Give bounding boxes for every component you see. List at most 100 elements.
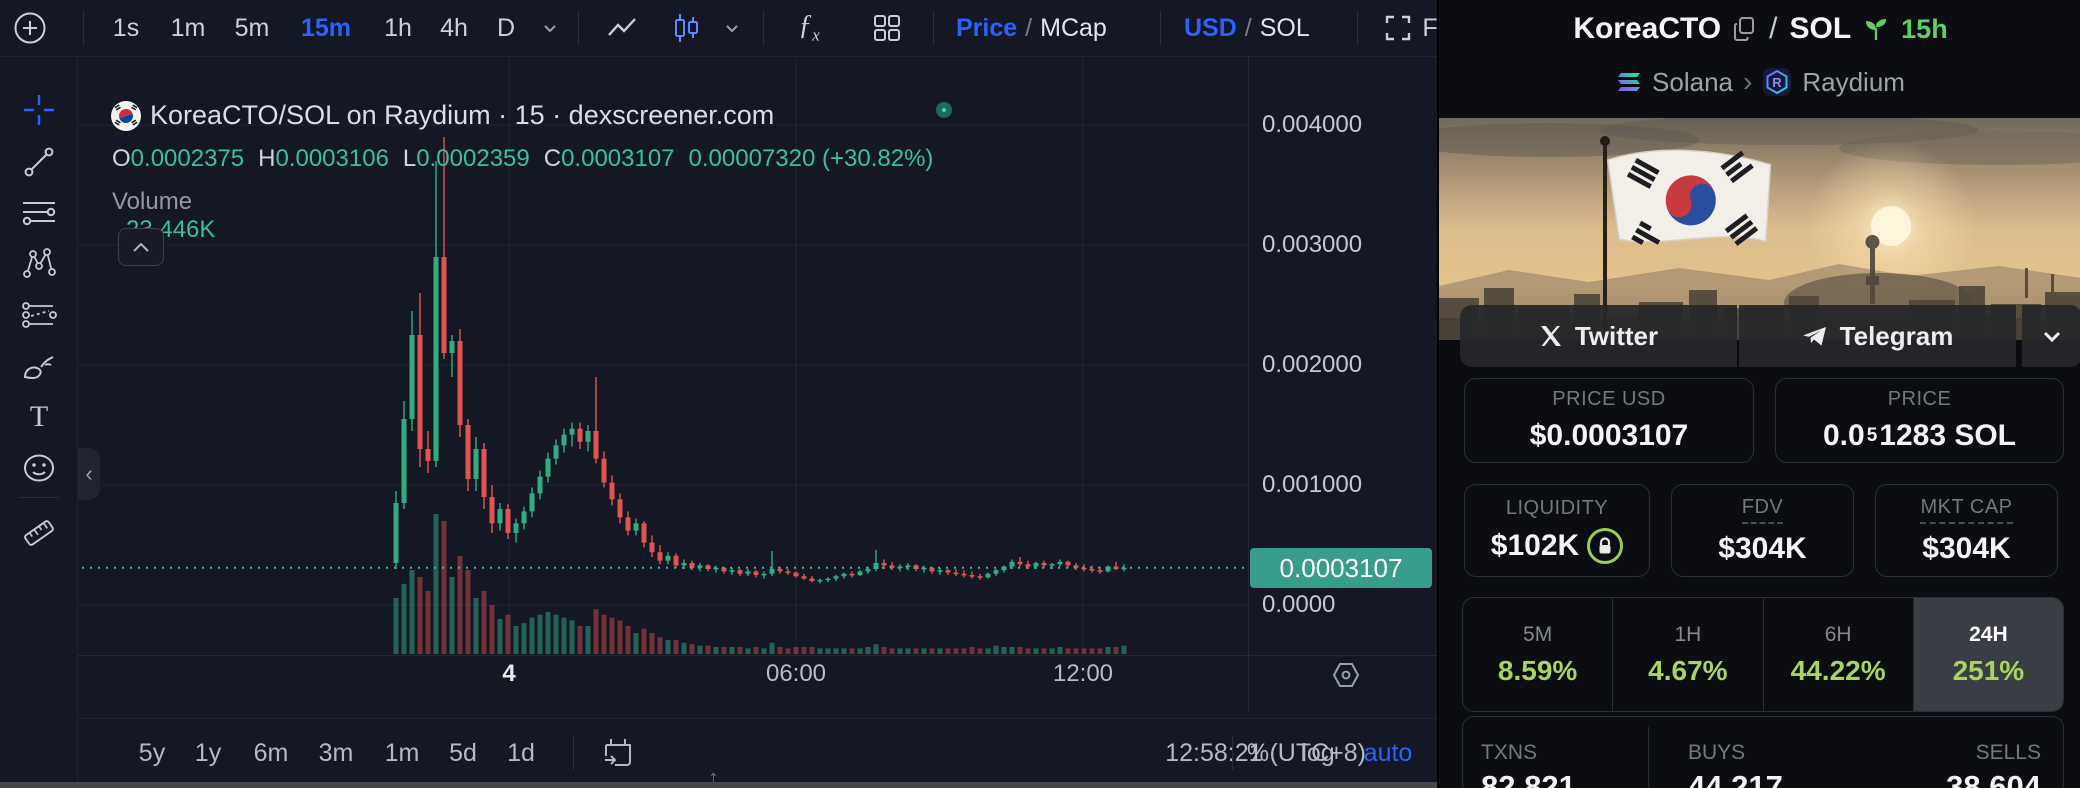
trend-line-tool-button[interactable] bbox=[21, 144, 57, 180]
xabcd-pattern-icon bbox=[23, 248, 56, 278]
perf-24h-label: 24H bbox=[1969, 622, 2008, 646]
timeframe-menu-button[interactable] bbox=[530, 0, 570, 56]
range-1y-button[interactable]: 1y bbox=[194, 738, 222, 767]
copy-address-icon[interactable] bbox=[1733, 16, 1757, 42]
candlestick-chart[interactable] bbox=[78, 57, 1248, 655]
range-1d-button[interactable]: 1d bbox=[507, 738, 535, 767]
projection-icon bbox=[22, 302, 57, 328]
range-6m-button[interactable]: 6m bbox=[253, 738, 289, 767]
toolbar-divider bbox=[578, 11, 579, 45]
measure-tool-button[interactable] bbox=[21, 515, 57, 551]
timeframe-d[interactable]: D bbox=[496, 13, 516, 42]
candlestick-style-button[interactable] bbox=[662, 0, 710, 56]
timeframe-1m[interactable]: 1m bbox=[170, 13, 206, 42]
token-info-panel: KoreaCTO / SOL 15h Solana › R Raydium bbox=[1437, 0, 2080, 788]
timeframe-1s[interactable]: 1s bbox=[112, 13, 140, 42]
clock-timezone-button[interactable]: 12:58:21 (UTC+8) bbox=[1165, 738, 1366, 767]
percent-scale-button[interactable]: % bbox=[1246, 738, 1270, 767]
mcap-toggle-label[interactable]: MCap bbox=[1040, 13, 1107, 42]
chart-toolbar: 1s 1m 5m 15m 1h 4h D ƒx bbox=[0, 0, 1438, 57]
timeframe-5m[interactable]: 5m bbox=[234, 13, 270, 42]
legend-collapse-button[interactable] bbox=[118, 228, 164, 266]
line-chart-style-button[interactable] bbox=[598, 0, 646, 56]
auto-scale-button[interactable]: auto bbox=[1363, 738, 1413, 767]
txns-label: TXNS bbox=[1481, 741, 1538, 764]
indicators-button[interactable]: ƒx bbox=[784, 0, 834, 56]
price-chart-panel[interactable]: 0.004000 0.003000 0.002000 0.001000 0.00… bbox=[78, 57, 1437, 788]
range-1m-button[interactable]: 1m bbox=[384, 738, 420, 767]
price-mcap-toggle[interactable]: Price / MCap bbox=[956, 0, 1107, 56]
brush-tool-button[interactable] bbox=[21, 350, 57, 386]
korea-flag-icon bbox=[111, 101, 141, 131]
hexagon-settings-icon bbox=[1332, 663, 1360, 687]
usd-sol-toggle[interactable]: USD / SOL bbox=[1184, 0, 1310, 56]
smiley-icon bbox=[24, 454, 54, 482]
fdv-box[interactable]: FDV $304K bbox=[1671, 484, 1854, 577]
chain-name[interactable]: Solana bbox=[1652, 66, 1734, 97]
text-tool-icon: T bbox=[29, 400, 49, 433]
liquidity-value: $102K bbox=[1490, 529, 1580, 562]
timeframe-15m-active[interactable]: 15m bbox=[300, 13, 352, 42]
price-usd-label: PRICE USD bbox=[1552, 388, 1666, 410]
pattern-tool-button[interactable] bbox=[21, 245, 57, 281]
y-axis-label: 0.002000 bbox=[1262, 351, 1363, 378]
perf-tab-24h-active[interactable]: 24H 251% bbox=[1913, 598, 2063, 711]
twitter-button-label: Twitter bbox=[1574, 320, 1659, 351]
fullscreen-brackets-icon bbox=[1385, 15, 1411, 41]
add-plus-circle-button[interactable] bbox=[10, 0, 50, 56]
live-status-dot[interactable] bbox=[936, 102, 952, 118]
go-to-date-button[interactable] bbox=[601, 719, 635, 787]
axis-border bbox=[78, 655, 1437, 656]
perf-tab-5m[interactable]: 5M 8.59% bbox=[1463, 598, 1614, 711]
emoji-tool-button[interactable] bbox=[21, 450, 57, 486]
price-scale-settings-button[interactable] bbox=[1330, 659, 1362, 696]
toolbar-divider bbox=[1160, 11, 1161, 45]
perf-tab-1h[interactable]: 1H 4.67% bbox=[1613, 598, 1764, 711]
quote-token-name: SOL bbox=[1789, 12, 1852, 45]
bottom-scrollbar-strip[interactable] bbox=[0, 782, 1437, 788]
slash-separator: / bbox=[1244, 13, 1252, 42]
chart-bottom-toolbar: 5y 1y 6m 3m 1m 5d 1d 12:58:21 (UTC+8) % … bbox=[78, 718, 1437, 788]
sol-toggle-label[interactable]: SOL bbox=[1259, 13, 1310, 42]
sells-label: SELLS bbox=[1975, 741, 2041, 764]
perf-tab-6h[interactable]: 6H 44.22% bbox=[1764, 598, 1914, 711]
twitter-button[interactable]: Twitter bbox=[1460, 305, 1737, 367]
timeframe-1h[interactable]: 1h bbox=[384, 13, 412, 42]
liquidity-value-row: $102K bbox=[1490, 528, 1624, 564]
sidebar-collapse-handle[interactable]: ‹ bbox=[78, 448, 100, 500]
range-5y-button[interactable]: 5y bbox=[138, 738, 166, 767]
projection-tool-button[interactable] bbox=[21, 297, 57, 333]
fullscreen-button[interactable] bbox=[1376, 0, 1420, 56]
y-axis-label: 0.004000 bbox=[1262, 111, 1363, 138]
toolbar-divider bbox=[573, 736, 574, 770]
crosshair-tool-button[interactable] bbox=[21, 92, 57, 128]
range-5d-button[interactable]: 5d bbox=[449, 738, 477, 767]
timeframe-4h[interactable]: 4h bbox=[440, 13, 468, 42]
text-tool-button[interactable]: T bbox=[21, 399, 57, 435]
mktcap-box[interactable]: MKT CAP $304K bbox=[1875, 484, 2058, 577]
mktcap-value: $304K bbox=[1922, 531, 2011, 565]
perf-24h-value: 251% bbox=[1952, 654, 2025, 686]
telegram-button[interactable]: Telegram bbox=[1739, 305, 2016, 367]
fib-lines-tool-button[interactable] bbox=[21, 194, 57, 230]
price-toggle-label[interactable]: Price bbox=[956, 13, 1018, 42]
y-axis-label: 0.001000 bbox=[1262, 471, 1363, 498]
perf-1h-label: 1H bbox=[1674, 622, 1702, 646]
telegram-icon bbox=[1802, 327, 1826, 346]
current-price-badge: 0.0003107 bbox=[1250, 548, 1432, 588]
x-axis-label: 12:00 bbox=[1052, 660, 1114, 687]
range-3m-button[interactable]: 3m bbox=[318, 738, 354, 767]
x-axis-day-label: 4 bbox=[502, 660, 516, 687]
slash-separator: / bbox=[1025, 13, 1033, 42]
usd-toggle-label[interactable]: USD bbox=[1184, 13, 1237, 42]
open-label: O bbox=[112, 145, 131, 172]
more-links-button[interactable] bbox=[2022, 305, 2080, 367]
layout-grid-button[interactable] bbox=[862, 0, 912, 56]
telegram-button-label: Telegram bbox=[1839, 320, 1954, 351]
sprout-age-icon bbox=[1866, 19, 1887, 40]
perf-5m-value: 8.59% bbox=[1497, 654, 1578, 686]
dex-name[interactable]: Raydium bbox=[1802, 66, 1905, 97]
ruler-icon bbox=[24, 520, 54, 546]
log-scale-button[interactable]: log bbox=[1301, 738, 1335, 767]
chart-style-menu-button[interactable] bbox=[712, 0, 752, 56]
